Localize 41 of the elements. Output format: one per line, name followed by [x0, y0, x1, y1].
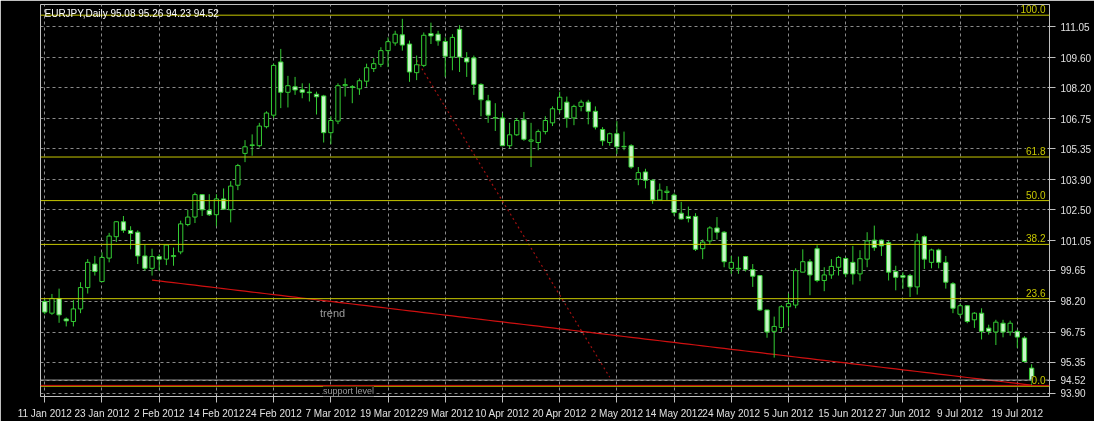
y-tick-label: 102.50 — [1060, 204, 1092, 216]
x-tick-label: 27 Jun 2012 — [875, 407, 931, 419]
x-tick-label: 24 May 2012 — [702, 407, 761, 419]
x-tick-label: 29 Mar 2012 — [417, 407, 474, 419]
y-tick-label: 98.20 — [1060, 296, 1086, 308]
y-tick-label: 94.52 — [1060, 375, 1086, 387]
y-tick-label: 101.05 — [1060, 235, 1092, 247]
ref-line-label: support level — [323, 386, 375, 397]
annotation: 23.6 — [1026, 287, 1046, 299]
x-tick-label: 2 May 2012 — [590, 407, 644, 419]
series-label: trend — [320, 307, 346, 320]
annotation: 50.0 — [1026, 189, 1046, 201]
annotation: 61.8 — [1026, 146, 1046, 158]
y-tick-label: 111.05 — [1060, 21, 1091, 33]
y-tick-label: 93.90 — [1060, 388, 1086, 400]
y-tick-label: 96.75 — [1060, 327, 1086, 339]
x-tick-label: 2 Feb 2012 — [133, 407, 185, 419]
y-tick-label: 109.60 — [1060, 52, 1092, 64]
annotation: 100.0 — [1020, 4, 1046, 16]
x-tick-label: 7 Mar 2012 — [305, 407, 357, 419]
x-tick-label: 24 Feb 2012 — [245, 407, 303, 419]
x-tick-label: 11 Jan 2012 — [17, 407, 73, 419]
y-tick-label: 106.75 — [1060, 113, 1092, 125]
y-tick-label: 108.20 — [1060, 82, 1092, 94]
x-tick-label: 14 Feb 2012 — [188, 407, 245, 419]
x-tick-label: 5 Jun 2012 — [763, 407, 814, 419]
annotation: 38.2 — [1026, 233, 1046, 245]
x-tick-label: 15 Jun 2012 — [818, 407, 874, 419]
x-tick-label: 9 Jul 2012 — [937, 407, 984, 419]
y-tick-label: 95.35 — [1060, 357, 1086, 369]
x-tick-label: 20 Apr 2012 — [532, 407, 587, 419]
chart-title: EURJPY,Daily 95.08 95.26 94.23 94.52 — [44, 7, 220, 19]
x-tick-label: 14 May 2012 — [645, 407, 704, 419]
x-tick-label: 19 Jul 2012 — [991, 407, 1044, 419]
y-tick-label: 99.65 — [1060, 265, 1086, 277]
x-tick-label: 19 Mar 2012 — [359, 407, 417, 419]
annotation: 0.0 — [1031, 375, 1046, 387]
x-tick-label: 23 Jan 2012 — [74, 407, 130, 419]
x-tick-label: 10 Apr 2012 — [475, 407, 530, 419]
y-tick-label: 103.90 — [1060, 174, 1092, 186]
y-tick-label: 105.35 — [1060, 143, 1092, 155]
